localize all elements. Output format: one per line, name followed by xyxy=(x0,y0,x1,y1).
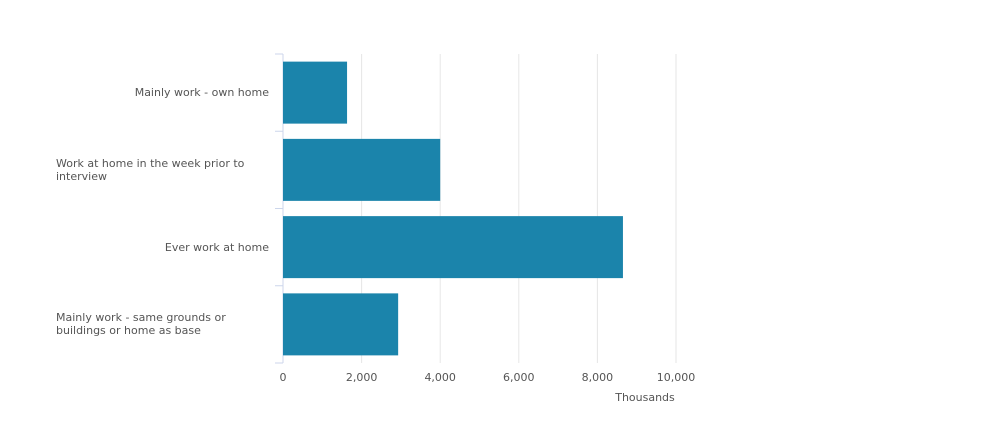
x-tick-label: 10,000 xyxy=(657,371,696,384)
x-tick-label: 6,000 xyxy=(503,371,535,384)
bar xyxy=(283,138,441,201)
x-tick-label: 4,000 xyxy=(424,371,456,384)
x-axis-title: Thousands xyxy=(614,391,675,404)
y-tick-label: Ever work at home xyxy=(56,227,269,267)
category-text: Mainly work - same grounds or buildings … xyxy=(56,311,226,338)
y-tick-label: Work at home in the week prior to interv… xyxy=(56,150,269,190)
bar xyxy=(283,61,348,124)
y-tick-label: Mainly work - same grounds or buildings … xyxy=(56,304,269,344)
bar xyxy=(283,293,399,356)
x-tick-label: 0 xyxy=(280,371,287,384)
x-tick-label: 2,000 xyxy=(346,371,378,384)
bar xyxy=(283,216,623,279)
category-text: Mainly work - own home xyxy=(134,86,269,100)
category-text: Work at home in the week prior to interv… xyxy=(56,156,245,183)
category-text: Ever work at home xyxy=(164,240,269,254)
y-tick-label: Mainly work - own home xyxy=(56,73,269,113)
x-tick-label: 8,000 xyxy=(582,371,614,384)
